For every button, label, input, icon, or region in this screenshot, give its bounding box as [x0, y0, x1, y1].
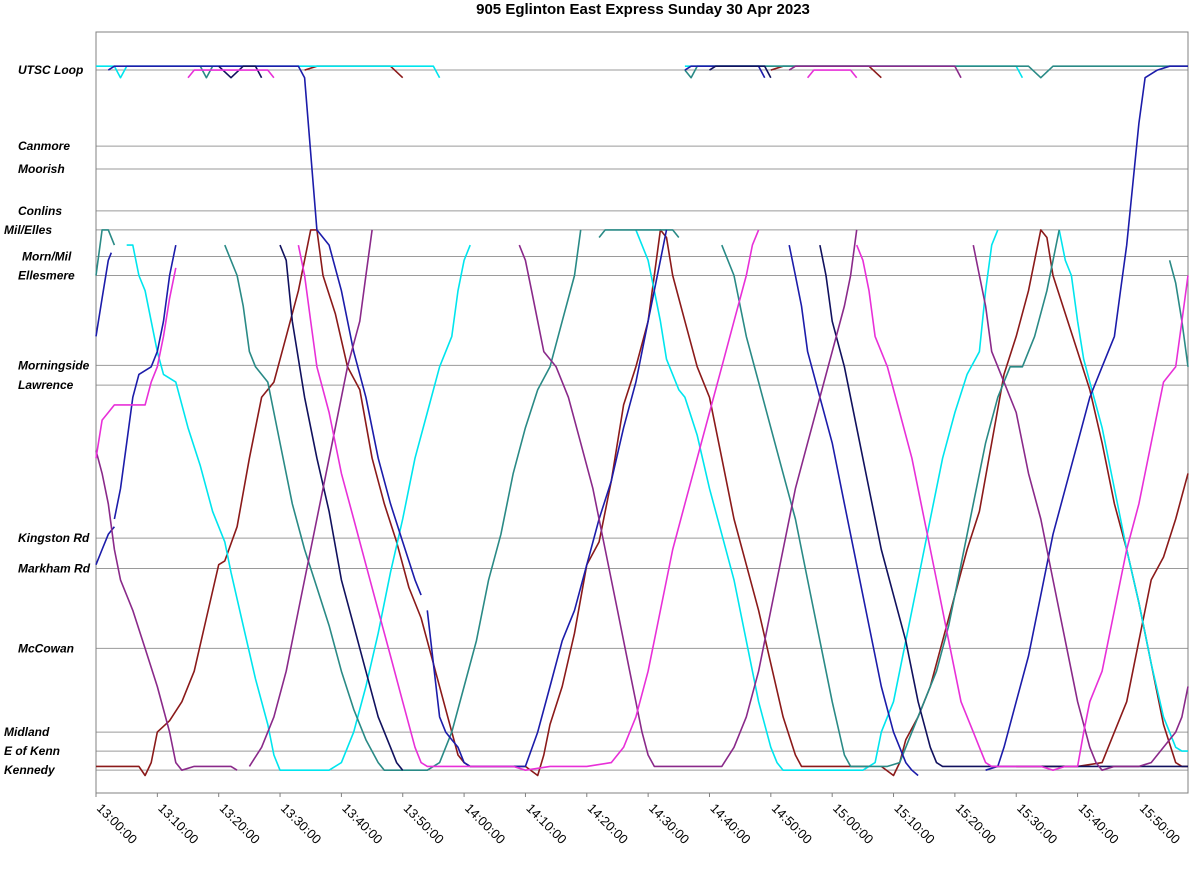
stop-label-midland: Midland	[4, 725, 50, 739]
stop-label-moorish: Moorish	[18, 162, 65, 176]
stop-labels: UTSC Loop Canmore Moorish Conlins Mil/Elles M…	[4, 63, 91, 777]
series-trip-06	[1016, 473, 1189, 768]
x-tick-label: 13:00:00	[94, 801, 140, 847]
series-trip-34	[788, 65, 962, 79]
series-trip-02	[524, 229, 869, 777]
plot-area	[95, 31, 1189, 794]
series-trip-19	[95, 252, 113, 337]
series-trip-30	[709, 65, 772, 79]
x-tick-label: 15:40:00	[1075, 801, 1121, 847]
x-tick-label: 13:30:00	[278, 801, 324, 847]
series-trip-36	[95, 267, 177, 459]
series-trip-26	[985, 65, 1188, 771]
x-tick-label: 15:10:00	[891, 801, 937, 847]
stop-label-ellesmere: Ellesmere	[18, 269, 75, 283]
series-trip-12	[95, 229, 116, 276]
x-tick-label: 14:10:00	[523, 801, 569, 847]
series-trip-29	[819, 244, 1188, 768]
stop-label-mccowan: McCowan	[18, 641, 74, 655]
series-trip-18	[1168, 260, 1189, 367]
series-trip-31	[95, 450, 238, 771]
series-trip-01	[96, 229, 526, 777]
x-tick-label: 13:50:00	[401, 801, 447, 847]
series-trip-14	[224, 229, 582, 771]
series-trip-37	[187, 69, 275, 79]
series-trip-25	[788, 244, 919, 777]
x-tick-label: 15:30:00	[1014, 801, 1060, 847]
series-trip-11	[1058, 229, 1188, 752]
series-trip-16	[684, 65, 1188, 79]
stop-label-utsc-loop: UTSC Loop	[18, 63, 83, 77]
x-tick-label: 15:20:00	[953, 801, 999, 847]
series-trip-08	[126, 244, 471, 771]
series-trip-10	[684, 65, 1024, 79]
stop-label-kingston-rd: Kingston Rd	[18, 531, 90, 545]
series-trip-39	[806, 69, 858, 79]
x-tick-label: 14:30:00	[646, 801, 692, 847]
series-trip-07	[96, 65, 441, 79]
series-trip-15	[598, 229, 680, 239]
series-trip-05	[770, 65, 882, 79]
series-trip-32	[248, 229, 373, 767]
series-trip-22	[107, 65, 422, 596]
x-tick-label: 13:40:00	[339, 801, 385, 847]
series-trip-38	[297, 229, 760, 771]
stop-label-canmore: Canmore	[18, 139, 70, 153]
series-trip-17	[721, 229, 1060, 768]
series-trip-09	[635, 229, 999, 771]
stop-label-lawrence: Lawrence	[18, 378, 74, 392]
stop-label-markham-rd: Markham Rd	[18, 562, 91, 576]
stop-label-conlins: Conlins	[18, 204, 62, 218]
series-trip-04	[304, 65, 404, 79]
x-tick-label: 13:10:00	[155, 801, 201, 847]
series-trip-33	[518, 229, 858, 768]
series-trip-27	[279, 244, 404, 771]
stop-label-e-of-kenn: E of Kenn	[4, 744, 60, 758]
x-tick-label: 14:50:00	[769, 801, 815, 847]
series-trip-13	[199, 65, 214, 79]
x-tick-label: 14:00:00	[462, 801, 508, 847]
stop-label-kennedy: Kennedy	[4, 763, 56, 777]
x-tick-label: 13:20:00	[217, 801, 263, 847]
vehicle-trips	[95, 65, 1189, 777]
series-trip-23	[426, 229, 668, 768]
stop-label-mil-elles: Mil/Elles	[4, 223, 52, 237]
series-trip-21	[113, 244, 177, 520]
x-tick-label: 14:20:00	[585, 801, 631, 847]
series-trip-28	[218, 65, 263, 79]
stop-gridlines	[96, 69, 1188, 771]
time-axis: 13:00:00 13:10:00 13:20:00 13:30:00 13:40:00…	[94, 793, 1183, 847]
chart-title: 905 Eglinton East Express Sunday 30 Apr …	[476, 1, 810, 18]
stop-label-morningside: Morningside	[18, 358, 90, 372]
x-tick-label: 15:50:00	[1137, 801, 1183, 847]
series-trip-35	[972, 244, 1189, 771]
x-tick-label: 14:40:00	[707, 801, 753, 847]
x-tick-label: 15:00:00	[830, 801, 876, 847]
stop-label-morn-mil: Morn/Mil	[22, 249, 72, 263]
series-trip-40	[855, 244, 1189, 771]
